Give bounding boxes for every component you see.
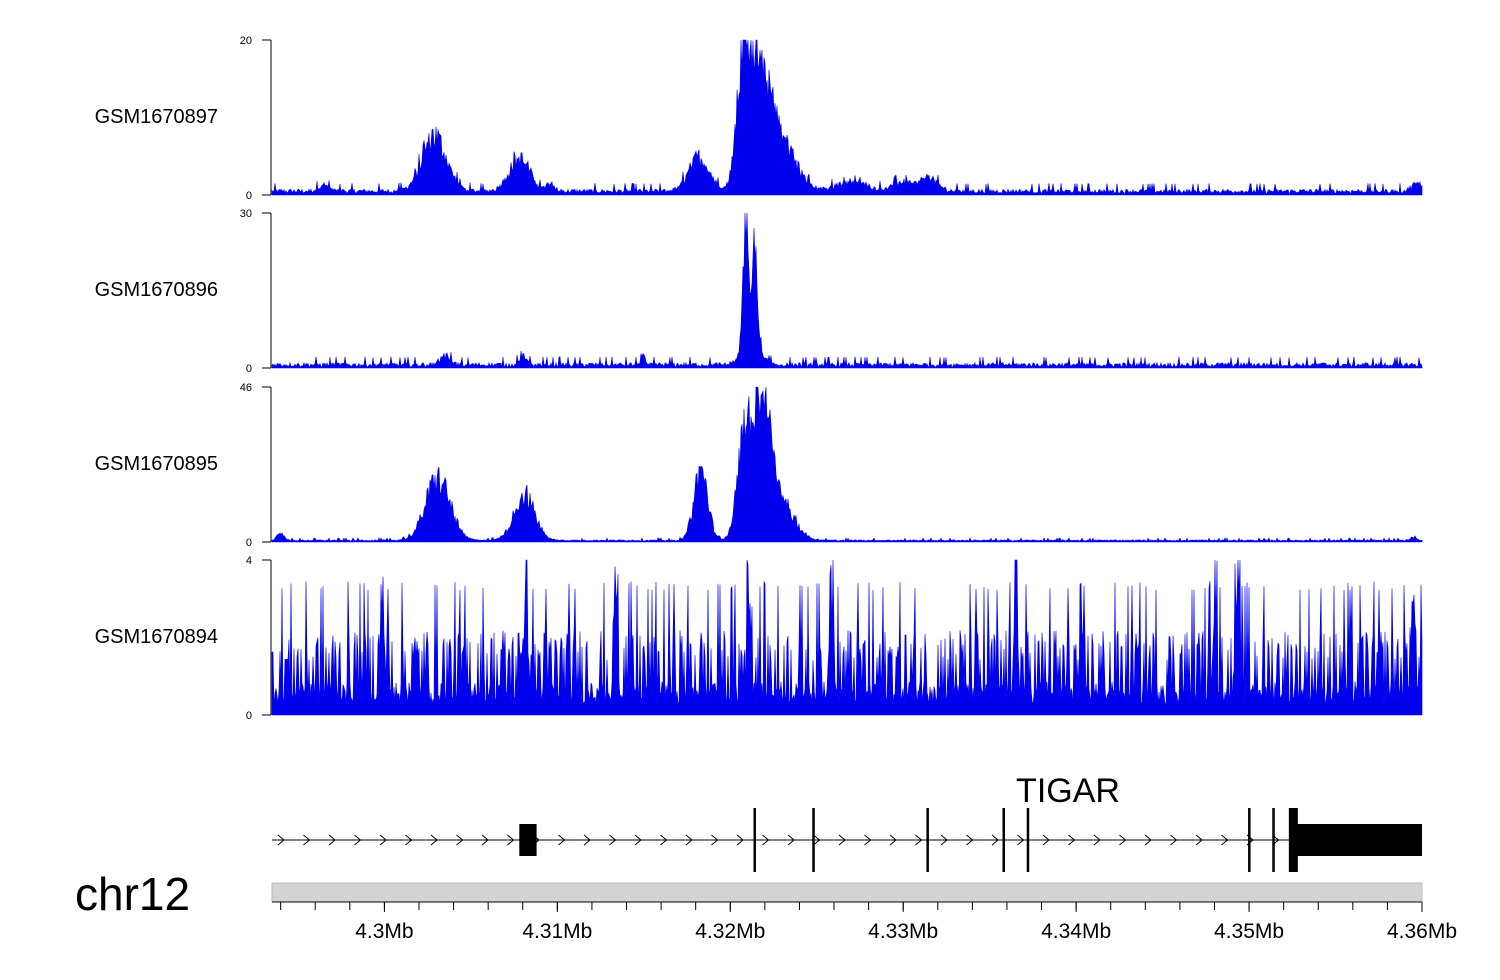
strand-arrow	[405, 834, 413, 846]
y-tick-label-max: 30	[240, 208, 252, 220]
strand-arrow	[1195, 834, 1203, 846]
track-GSM1670896: 30 0 GSM1670896	[95, 208, 1423, 375]
strand-arrow	[1119, 834, 1127, 846]
exon	[753, 808, 756, 872]
y-tick-label-max: 46	[240, 382, 252, 394]
strand-arrow	[558, 834, 566, 846]
strand-arrow	[711, 834, 719, 846]
strand-arrow	[787, 834, 795, 846]
x-tick-label: 4.3Mb	[355, 920, 413, 943]
x-tick-label: 4.31Mb	[522, 920, 592, 943]
strand-arrow	[1068, 834, 1076, 846]
signal-area	[271, 386, 1423, 543]
strand-arrow	[507, 834, 515, 846]
signal-area	[271, 559, 1423, 716]
strand-arrow	[354, 834, 362, 846]
signal-tracks: 200GSM1670897300GSM1670896460GSM16708954…	[95, 35, 1423, 722]
strand-arrow	[736, 834, 744, 846]
strand-arrow	[1017, 834, 1025, 846]
track-name: GSM1670897	[95, 106, 218, 128]
strand-arrow	[328, 834, 336, 846]
strand-arrow	[838, 834, 846, 846]
chromosome-label: chr12	[75, 868, 190, 920]
strand-arrow	[1221, 834, 1229, 846]
strand-arrow	[660, 834, 668, 846]
y-tick-label-min: 0	[246, 537, 252, 549]
track-GSM1670897: 20 0 GSM1670897	[95, 35, 1423, 202]
strand-arrow	[456, 834, 464, 846]
signal-area	[271, 39, 1423, 196]
x-tick-label: 4.36Mb	[1387, 920, 1457, 943]
exon	[926, 808, 929, 872]
y-tick-label-max: 20	[240, 35, 252, 47]
chromosome-ideogram	[271, 882, 1423, 903]
track-name: GSM1670896	[95, 279, 218, 301]
x-tick-label: 4.33Mb	[868, 920, 938, 943]
strand-arrow	[762, 834, 770, 846]
track-name: GSM1670894	[95, 626, 218, 648]
exon	[812, 808, 815, 872]
track-GSM1670894: 4 0 GSM1670894	[95, 555, 1423, 722]
strand-arrow	[685, 834, 693, 846]
x-tick-label: 4.32Mb	[695, 920, 765, 943]
y-tick-label-min: 0	[246, 363, 252, 375]
strand-arrow	[481, 834, 489, 846]
strand-arrow	[991, 834, 999, 846]
strand-arrow	[1042, 834, 1050, 846]
signal-area	[271, 212, 1423, 369]
strand-arrow	[609, 834, 617, 846]
strand-arrow	[583, 834, 591, 846]
y-tick-label-max: 4	[246, 555, 252, 567]
strand-arrow	[813, 834, 821, 846]
gene-name-label: TIGAR	[1016, 772, 1120, 810]
strand-arrow	[889, 834, 897, 846]
x-tick-label: 4.35Mb	[1214, 920, 1284, 943]
strand-arrow	[303, 834, 311, 846]
strand-arrow	[864, 834, 872, 846]
exon	[1288, 808, 1298, 872]
strand-arrow	[1093, 834, 1101, 846]
track-name: GSM1670895	[95, 453, 218, 475]
exon	[1026, 808, 1030, 872]
strand-arrow	[915, 834, 923, 846]
exon	[1248, 808, 1251, 872]
exon	[1002, 808, 1006, 872]
y-tick-label-min: 0	[246, 710, 252, 722]
exon	[1272, 808, 1275, 872]
track-GSM1670895: 46 0 GSM1670895	[95, 382, 1423, 549]
strand-arrow	[277, 834, 285, 846]
exon-utr	[519, 824, 537, 856]
strand-arrow	[1144, 834, 1152, 846]
exon-utr	[1297, 824, 1422, 856]
strand-arrow	[940, 834, 948, 846]
genome-axis: 4.3Mb 4.31Mb 4.32Mb 4.33Mb 4.34Mb 4.35Mb 4.36M…	[271, 882, 1457, 943]
gene-model-track: TIGAR	[272, 772, 1422, 872]
strand-arrow	[966, 834, 974, 846]
strand-arrow	[379, 834, 387, 846]
strand-arrow	[430, 834, 438, 846]
y-tick-label-min: 0	[246, 190, 252, 202]
strand-arrow	[1170, 834, 1178, 846]
strand-arrow	[634, 834, 642, 846]
x-tick-label: 4.34Mb	[1041, 920, 1111, 943]
